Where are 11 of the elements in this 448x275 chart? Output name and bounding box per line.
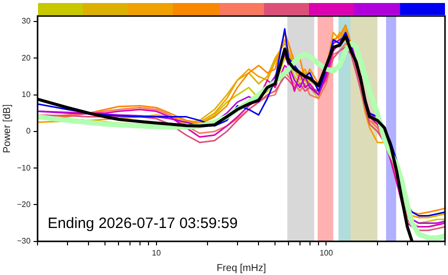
y-tick-label: 30 xyxy=(22,16,32,26)
y-axis-title: Power [dB] xyxy=(2,104,13,154)
y-tick-label: 0 xyxy=(26,126,32,136)
y-tick-label: 10 xyxy=(22,90,32,99)
x-axis-title: Freq [mHz] xyxy=(216,262,266,274)
annotation: Ending 2026-07-17 03:59:59 xyxy=(48,215,238,232)
y-tick-label: 20 xyxy=(22,53,32,62)
x-tick-label: 100 xyxy=(320,248,334,258)
y-tick-label: −10 xyxy=(16,163,32,172)
y-tick-label: −30 xyxy=(16,236,32,246)
y-tick-label: −20 xyxy=(16,200,32,209)
